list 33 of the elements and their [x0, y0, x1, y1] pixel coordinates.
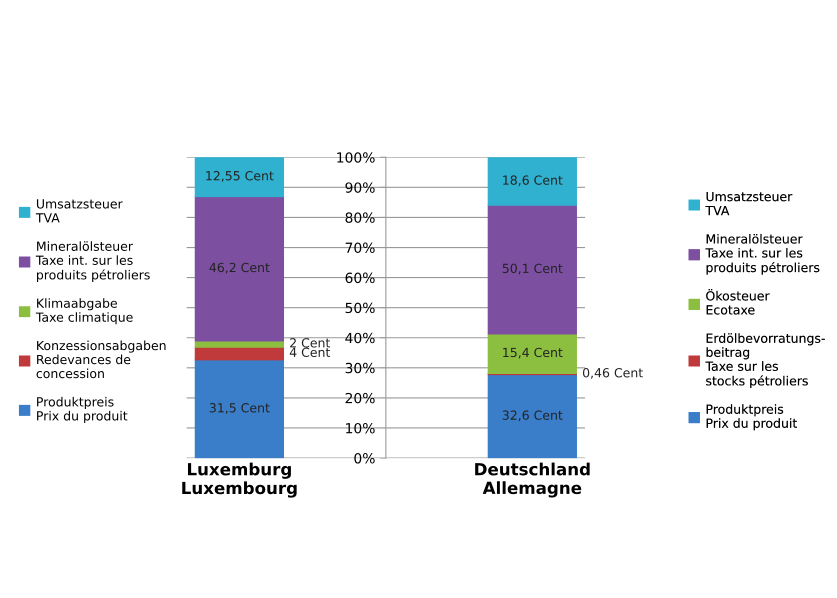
y-tick-label: 60% [346, 272, 375, 284]
x-tick-label: Luxemburg Luxembourg [182, 462, 297, 498]
y-tick-label: 90% [345, 182, 375, 193]
y-tick-label: 70% [346, 242, 375, 253]
legend-label: Ökosteuer Ecotaxe [706, 289, 770, 315]
x-tick-label: Deutschland Allemagne [475, 462, 590, 498]
annotation: 0,46 Cent [582, 368, 643, 379]
text: Mineralölsteuer Taxe int. sur les produits pétroliers [705, 234, 820, 275]
legend-label: Produktpreis Prix du produit [37, 396, 128, 423]
annotation: 18,6 Cent [503, 175, 563, 186]
y-tick-label: 40% [345, 332, 375, 344]
annotation: 2 Cent [290, 338, 330, 348]
y-tick-label: 100% [337, 152, 375, 163]
annotation: 12,55 Cent [206, 170, 274, 182]
y-tick-label: 50% [346, 302, 375, 314]
y-tick-label: 0% [354, 453, 375, 464]
legend-label: Klimaabgabe Taxe climatique [36, 298, 133, 324]
annotation: 32,6 Cent [502, 410, 563, 422]
y-tick-label: 20% [346, 392, 375, 404]
legend-label: Erdölbevorratungs- beitrag Taxe sur les stocks pétroliers [705, 333, 825, 388]
text: Umsatzsteuer TVA [705, 192, 792, 216]
y-tick-label: 30% [346, 362, 375, 374]
legend-label: Umsatzsteuer TVA [36, 199, 123, 222]
annotation: 31,5 Cent [210, 403, 270, 414]
legend-label: Mineralölsteuer Taxe int. sur les produits pétroliers [36, 241, 150, 282]
annotation: 15,4 Cent [503, 348, 563, 358]
annotation: 46,2 Cent [209, 262, 270, 274]
y-tick-label: 80% [346, 212, 375, 223]
text: Produktpreis Prix du produit [706, 404, 797, 430]
y-tick-label: 10% [346, 422, 375, 434]
annotation: 50,1 Cent [502, 264, 563, 274]
annotation: 4 Cent [290, 348, 330, 358]
legend-label: Konzessionsabgaben Redevances de concession [36, 340, 166, 378]
